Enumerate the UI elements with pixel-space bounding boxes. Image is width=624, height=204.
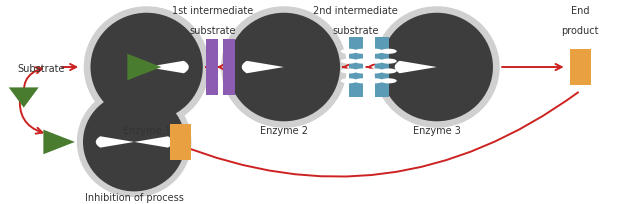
Ellipse shape	[221, 6, 347, 128]
Bar	[375, 38, 389, 97]
Text: Enzyme 1: Enzyme 1	[123, 126, 170, 136]
Polygon shape	[44, 130, 75, 154]
Wedge shape	[147, 61, 188, 73]
Text: 1st intermediate: 1st intermediate	[172, 6, 253, 16]
Wedge shape	[394, 61, 437, 73]
Circle shape	[354, 59, 371, 64]
Ellipse shape	[381, 13, 493, 121]
Circle shape	[381, 59, 397, 64]
Text: 2nd intermediate: 2nd intermediate	[313, 6, 398, 16]
Circle shape	[341, 78, 357, 83]
Polygon shape	[9, 87, 39, 108]
Ellipse shape	[374, 6, 500, 128]
Circle shape	[341, 68, 357, 73]
Wedge shape	[242, 61, 284, 73]
Circle shape	[381, 78, 397, 83]
Ellipse shape	[84, 6, 210, 128]
Bar	[349, 38, 363, 97]
Text: Enzyme 3: Enzyme 3	[413, 126, 461, 136]
Wedge shape	[134, 136, 172, 148]
Circle shape	[367, 78, 383, 83]
Text: Substrate: Substrate	[17, 64, 65, 74]
Circle shape	[341, 49, 357, 54]
Circle shape	[354, 78, 371, 83]
Circle shape	[354, 68, 371, 73]
Circle shape	[367, 59, 383, 64]
Text: substrate: substrate	[189, 26, 235, 36]
Text: End: End	[571, 6, 590, 16]
Ellipse shape	[90, 13, 203, 121]
Ellipse shape	[228, 13, 340, 121]
Ellipse shape	[83, 92, 185, 191]
Text: Inhibition of process: Inhibition of process	[85, 193, 183, 203]
Text: Enzyme 2: Enzyme 2	[260, 126, 308, 136]
Bar	[223, 39, 235, 95]
Circle shape	[381, 49, 397, 54]
Polygon shape	[127, 54, 162, 80]
Text: substrate: substrate	[333, 26, 379, 36]
Circle shape	[354, 49, 371, 54]
Bar	[170, 124, 191, 160]
Text: product: product	[562, 26, 599, 36]
Wedge shape	[95, 136, 134, 148]
Ellipse shape	[77, 86, 192, 197]
Circle shape	[341, 59, 357, 64]
Bar	[206, 39, 218, 95]
Circle shape	[367, 68, 383, 73]
Circle shape	[381, 68, 397, 73]
Circle shape	[367, 49, 383, 54]
Bar	[570, 49, 591, 85]
